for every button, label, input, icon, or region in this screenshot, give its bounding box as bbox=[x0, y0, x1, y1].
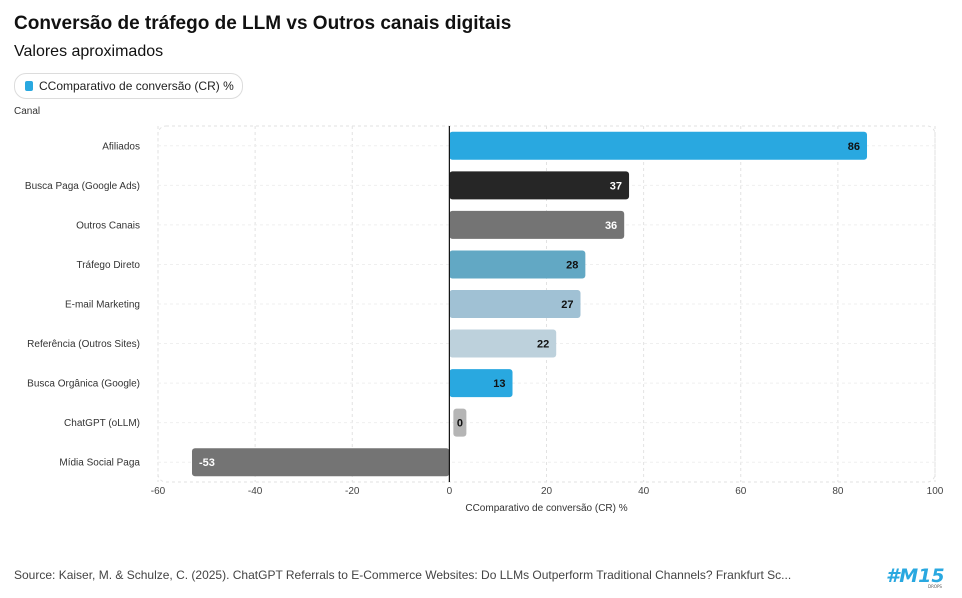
x-tick-label: -60 bbox=[151, 486, 166, 497]
value-label: 27 bbox=[561, 299, 573, 311]
source-note: Source: Kaiser, M. & Schulze, C. (2025).… bbox=[14, 568, 792, 582]
bar bbox=[449, 250, 586, 279]
category-label: Referência (Outros Sites) bbox=[27, 339, 140, 350]
value-label: -53 bbox=[199, 457, 215, 469]
grid bbox=[157, 125, 936, 483]
bar bbox=[449, 210, 625, 239]
bar bbox=[449, 131, 868, 160]
x-tick-label: -20 bbox=[345, 486, 360, 497]
bar bbox=[449, 171, 630, 200]
bar bbox=[191, 448, 450, 477]
category-label: Tráfego Direto bbox=[76, 260, 140, 271]
value-label: 37 bbox=[610, 180, 622, 192]
value-label: 28 bbox=[566, 259, 578, 271]
value-label: 22 bbox=[537, 339, 549, 351]
x-tick-label: 80 bbox=[832, 486, 844, 497]
svg-text:DROPS: DROPS bbox=[928, 584, 942, 589]
chart-subtitle: Valores aproximados bbox=[14, 43, 164, 60]
bars bbox=[191, 131, 868, 477]
x-tick-label: -40 bbox=[248, 486, 263, 497]
x-tick-label: 0 bbox=[447, 486, 453, 497]
category-label: ChatGPT (oLLM) bbox=[64, 418, 140, 429]
bar bbox=[449, 290, 581, 318]
labels: -60 -40 -20 0 20 40 60 80 100 Afiliados 86 Busca Pa… bbox=[25, 126, 944, 514]
value-label: 86 bbox=[848, 141, 860, 153]
x-axis-title: CComparativo de conversão (CR) % bbox=[465, 503, 627, 514]
bar bbox=[449, 329, 557, 358]
x-tick-label: 100 bbox=[927, 486, 944, 497]
value-label: 0 bbox=[457, 418, 463, 430]
chart-title: Conversão de tráfego de LLM vs Outros ca… bbox=[14, 13, 512, 34]
bar bbox=[453, 408, 467, 437]
x-tick-label: 20 bbox=[541, 486, 553, 497]
value-label: 13 bbox=[493, 378, 505, 390]
category-label: Afiliados bbox=[102, 141, 140, 152]
svg-text:#M15: #M15 bbox=[886, 565, 945, 587]
category-label: Busca Paga (Google Ads) bbox=[25, 181, 140, 192]
m15-logo: #M15 DROPS bbox=[886, 565, 945, 589]
category-label: E-mail Marketing bbox=[65, 300, 140, 311]
value-label: 36 bbox=[605, 220, 617, 232]
category-label: Mídia Social Paga bbox=[59, 458, 140, 469]
category-label: Busca Orgânica (Google) bbox=[27, 379, 140, 390]
x-tick-label: 60 bbox=[735, 486, 747, 497]
x-tick-label: 40 bbox=[638, 486, 650, 497]
bar bbox=[449, 369, 513, 398]
legend[interactable]: CComparativo de conversão (CR) % bbox=[14, 73, 243, 99]
legend-swatch bbox=[25, 81, 33, 91]
category-label: Outros Canais bbox=[76, 220, 140, 231]
y-axis-title: Canal bbox=[14, 106, 41, 117]
legend-label: CComparativo de conversão (CR) % bbox=[39, 79, 234, 93]
